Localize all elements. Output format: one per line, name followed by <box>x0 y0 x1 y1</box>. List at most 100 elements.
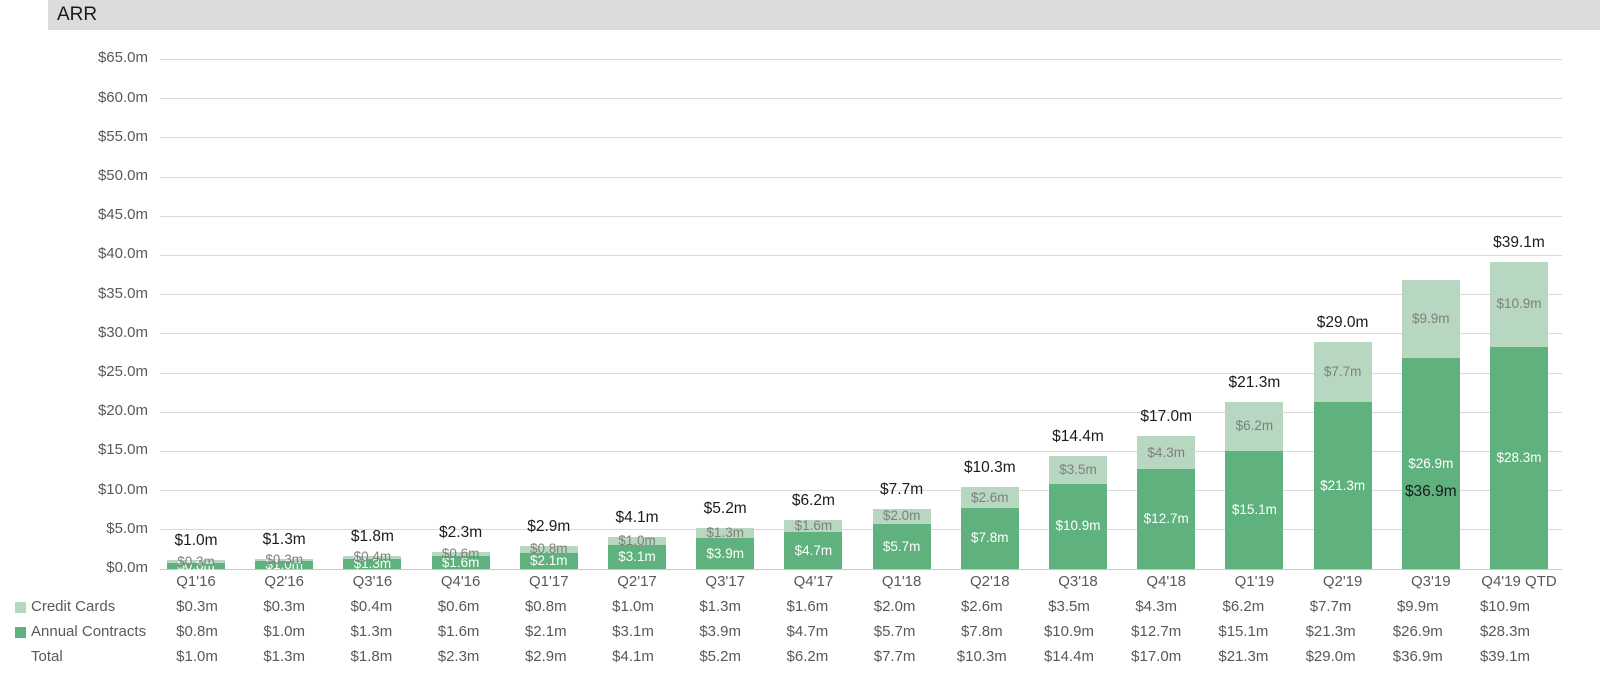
annual-contracts-value-label: $1.6m <box>441 554 480 570</box>
total-value-label: $4.1m <box>615 508 659 526</box>
total-value-label: $17.0m <box>1140 407 1193 425</box>
table-value-cell: $0.4m <box>350 598 393 615</box>
table-row-label-credit-cards: Credit Cards <box>31 598 116 615</box>
annual-contracts-value-label: $2.1m <box>530 552 568 568</box>
credit-cards-value-label: $0.8m <box>530 541 568 557</box>
table-value-cell: $7.7m <box>1309 598 1352 615</box>
table-value-cell: $1.0m <box>612 598 654 615</box>
table-row-label-total: Total <box>31 648 63 665</box>
table-value-cell: $4.7m <box>786 623 829 640</box>
annual-contracts-segment <box>696 538 755 569</box>
table-value-cell: $9.9m <box>1396 598 1439 615</box>
x-axis-label: Q4'16 <box>440 573 481 590</box>
table-value-cell: $0.8m <box>176 623 218 640</box>
credit-cards-value-label: $1.3m <box>706 525 744 541</box>
credit-cards-segment <box>519 546 578 553</box>
legend-swatch-annual-contracts <box>15 627 26 638</box>
table-value-cell: $15.1m <box>1218 623 1269 640</box>
chart-header: ARR <box>48 0 1600 30</box>
table-row-label-annual-contracts: Annual Contracts <box>31 623 147 640</box>
annual-contracts-value-label: $4.7m <box>794 542 833 558</box>
table-value-cell: $12.7m <box>1131 623 1182 640</box>
gridline <box>160 98 1562 100</box>
table-value-cell: $2.9m <box>524 648 567 665</box>
total-value-label: $7.7m <box>880 480 924 498</box>
gridline <box>160 254 1562 256</box>
credit-cards-segment <box>960 487 1019 508</box>
x-axis-label: Q4'19 QTD <box>1481 573 1557 590</box>
annual-contracts-value-label: $26.9m <box>1408 455 1454 471</box>
annual-contracts-value-label: $3.1m <box>618 548 656 564</box>
gridline <box>160 333 1562 335</box>
credit-cards-segment <box>1401 280 1460 359</box>
credit-cards-value-label: $0.3m <box>177 553 215 569</box>
credit-cards-segment <box>1313 341 1372 402</box>
annual-contracts-value-label: $1.3m <box>353 555 392 571</box>
total-value-label: $29.0m <box>1316 313 1369 331</box>
y-tick-label: $20.0m <box>97 402 148 420</box>
credit-cards-value-label: $7.7m <box>1323 363 1362 379</box>
x-axis-label: Q1'16 <box>176 573 216 590</box>
credit-cards-segment <box>431 551 490 557</box>
annual-contracts-segment <box>608 544 666 569</box>
credit-cards-value-label: $9.9m <box>1412 311 1450 327</box>
credit-cards-segment <box>343 555 402 559</box>
credit-cards-value-label: $1.0m <box>618 532 656 548</box>
y-tick-label: $40.0m <box>97 245 148 263</box>
y-tick-label: $50.0m <box>97 167 148 184</box>
gridline <box>160 490 1562 492</box>
total-value-label: $1.0m <box>174 532 218 550</box>
annual-contracts-value-label: $7.8m <box>971 530 1009 546</box>
credit-cards-segment <box>167 560 225 563</box>
credit-cards-segment <box>696 528 755 539</box>
y-tick-label: $15.0m <box>97 441 148 459</box>
table-value-cell: $0.8m <box>524 598 567 615</box>
credit-cards-value-label: $4.3m <box>1147 444 1185 460</box>
table-value-cell: $6.2m <box>786 648 829 665</box>
table-value-cell: $26.9m <box>1392 623 1443 640</box>
table-value-cell: $3.1m <box>612 623 654 640</box>
gridline <box>160 372 1562 374</box>
gridline <box>160 529 1562 531</box>
table-value-cell: $28.3m <box>1479 623 1531 640</box>
gridline <box>160 137 1562 139</box>
annual-contracts-segment <box>431 556 490 569</box>
total-value-label: $2.3m <box>439 523 483 541</box>
table-value-cell: $2.3m <box>437 648 480 665</box>
table-value-cell: $4.1m <box>612 648 654 665</box>
total-value-label: $10.3m <box>963 459 1016 477</box>
credit-cards-value-label: $0.3m <box>265 551 303 567</box>
table-value-cell: $2.0m <box>873 598 916 615</box>
annual-contracts-value-label: $12.7m <box>1143 511 1189 527</box>
credit-cards-value-label: $2.6m <box>971 489 1009 505</box>
annual-contracts-value-label: $3.9m <box>706 545 744 561</box>
annual-contracts-segment <box>1490 347 1548 569</box>
credit-cards-segment <box>1137 435 1196 470</box>
x-axis-label: Q4'17 <box>793 573 834 590</box>
credit-cards-segment <box>1490 261 1548 348</box>
credit-cards-segment <box>784 519 843 533</box>
gridline <box>160 411 1562 413</box>
table-value-cell: $0.3m <box>263 598 306 615</box>
y-tick-label: $55.0m <box>97 127 148 145</box>
annual-contracts-segment <box>1049 483 1107 569</box>
y-tick-label: $65.0m <box>97 49 148 67</box>
x-axis-label: Q3'17 <box>705 573 745 590</box>
x-axis-label: Q3'19 <box>1411 573 1451 590</box>
total-value-label: $1.8m <box>350 527 394 545</box>
y-tick-label: $35.0m <box>97 284 148 302</box>
annual-contracts-value-label: $28.3m <box>1496 450 1542 466</box>
table-value-cell: $14.4m <box>1043 648 1095 665</box>
total-value-label: $36.9m <box>1404 482 1457 500</box>
table-value-cell: $1.3m <box>699 598 742 615</box>
x-axis-label: Q1'18 <box>881 573 922 590</box>
credit-cards-segment <box>1225 402 1284 451</box>
y-tick-label: $45.0m <box>97 206 148 224</box>
x-axis-label: Q3'18 <box>1058 573 1098 590</box>
annual-contracts-segment <box>1313 402 1372 569</box>
y-tick-label: $30.0m <box>97 323 148 341</box>
annual-contracts-value-label: $0.8m <box>177 557 215 573</box>
table-value-cell: $4.3m <box>1135 598 1178 615</box>
credit-cards-segment <box>872 508 931 525</box>
total-value-label: $1.3m <box>262 530 306 548</box>
